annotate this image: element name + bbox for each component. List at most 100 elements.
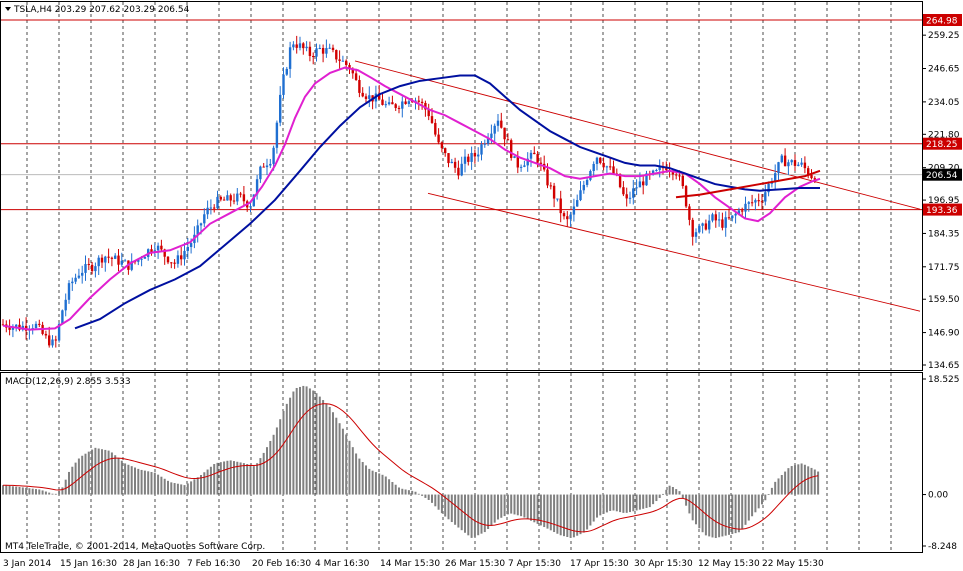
macd-bar [292,391,295,495]
candle-body [295,44,298,48]
candle-body [1,324,5,326]
candle-body [265,165,269,168]
macd-bar [596,494,598,518]
candle-body [622,187,625,195]
candle-body [302,43,305,49]
macd-bar [71,466,74,495]
candle-body [655,169,658,171]
candle-body [213,207,216,209]
candle-body [681,175,684,187]
level-label-box [923,168,962,181]
macd-bar [358,458,361,495]
macd-bar [338,423,341,495]
candle-body [209,207,213,209]
candle-body [114,255,117,259]
macd-bar [526,494,529,520]
candle-body [582,184,585,191]
macd-bar [94,447,97,495]
macd-bar [572,494,575,538]
candle-body [173,262,176,264]
macd-bar [186,483,189,495]
x-tick-label: 30 Apr 15:30 [634,559,693,569]
candle-body [61,310,64,324]
macd-bar [536,494,539,524]
macd-bar [417,493,420,495]
macd-bar [180,484,183,495]
macd-bar [678,491,681,495]
macd-bar [378,473,381,495]
macd-bar [718,494,721,538]
macd-bar [642,494,645,509]
candle-body [585,179,589,185]
macd-bar [546,494,549,529]
candle-body [602,162,605,168]
macd-bar [761,494,763,505]
candle-body [671,171,675,175]
macd-histogram [2,385,820,539]
candle-body [546,169,549,186]
macd-bar [242,463,245,495]
macd-bar [226,460,229,495]
macd-bar [688,494,691,514]
candle-body [477,154,480,157]
dropdown-triangle-icon[interactable] [5,7,11,11]
macd-bar [167,480,169,495]
candle-body [411,101,414,103]
macd-bar [662,493,664,495]
candle-body [292,44,295,48]
candle-body [513,156,516,158]
candle-body [724,217,727,228]
candle-body [727,217,731,219]
macd-bar [599,494,602,516]
macd-bar [506,494,509,515]
candle-body [618,173,622,188]
macd-bar [361,462,364,495]
macd-bar [219,462,222,495]
macd-bar [170,482,173,495]
x-tick-label: 12 May 15:30 [698,559,760,569]
macd-signal-line [2,403,819,533]
candle-body [810,174,813,179]
candle-body [675,174,678,176]
candle-body [807,168,810,175]
macd-bar [658,494,661,498]
macd-bar [645,494,648,508]
y-tick-label: 259.25 [928,31,960,41]
candle-body [81,272,84,276]
candle-body [783,155,787,167]
candle-body [186,246,189,251]
candle-body [552,185,556,199]
macd-bar [259,458,262,495]
fast-ma-line [2,66,821,331]
macd-bar [302,385,305,495]
macd-bar [407,490,410,495]
macd-bar [652,494,655,505]
macd-bar [176,483,179,495]
macd-bar [767,494,770,495]
candle-body [84,264,87,273]
macd-bar [200,475,202,495]
x-tick-label: 7 Apr 15:30 [508,559,561,569]
candle-body [38,323,41,325]
candle-body [609,166,612,168]
candle-body [493,125,496,134]
candle-body [701,223,704,226]
macd-bar [681,494,684,498]
macd-bar [447,494,450,520]
candle-body [407,101,411,104]
candle-body [430,116,434,123]
candle-body [536,154,539,163]
candle-body [496,120,500,126]
macd-bar [150,471,153,495]
macd-bar [790,466,793,495]
macd-bar [810,467,813,495]
candle-body [556,198,559,200]
candle-body [434,122,437,135]
candle-body [44,333,48,336]
candlesticks [1,35,816,348]
candle-body [74,277,77,282]
candle-body [312,56,315,58]
macd-bar [754,494,757,513]
candle-body [130,261,133,270]
